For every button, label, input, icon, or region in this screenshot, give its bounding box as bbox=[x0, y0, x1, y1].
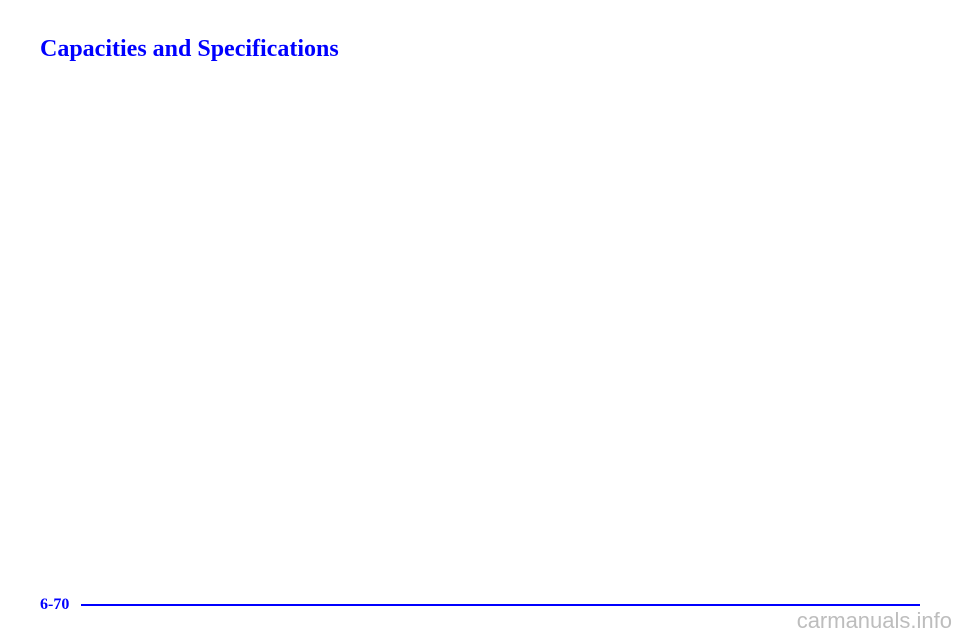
page-footer: 6-70 bbox=[40, 596, 920, 614]
page-number: 6-70 bbox=[40, 596, 69, 614]
watermark-text: carmanuals.info bbox=[797, 608, 952, 634]
footer-rule bbox=[81, 604, 920, 606]
page-title: Capacities and Specifications bbox=[40, 36, 339, 63]
manual-page: Capacities and Specifications 6-70 carma… bbox=[0, 0, 960, 640]
